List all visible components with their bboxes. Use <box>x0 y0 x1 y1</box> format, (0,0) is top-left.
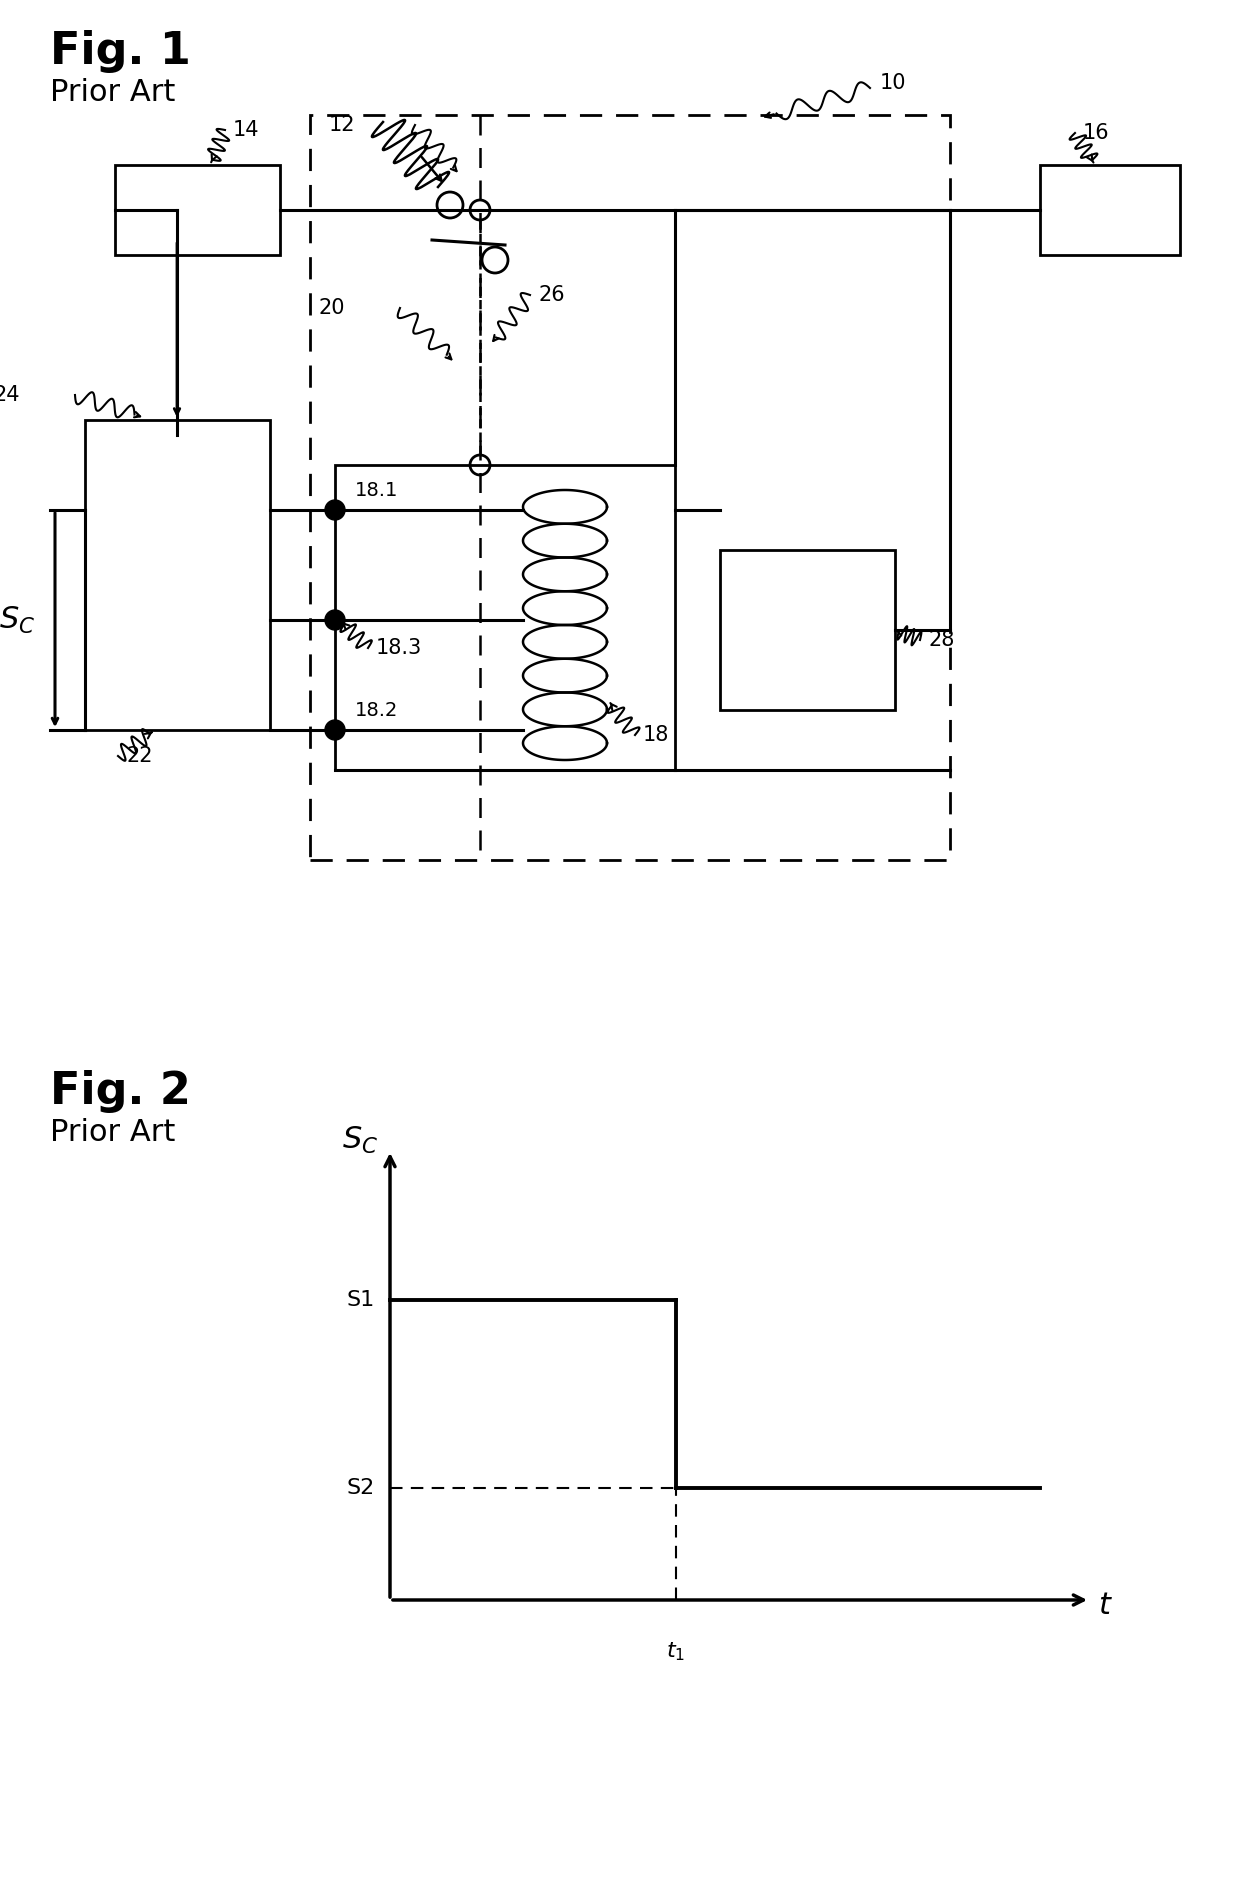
Text: 18.2: 18.2 <box>355 701 398 720</box>
Text: 28: 28 <box>928 630 955 650</box>
Bar <box>335 464 675 771</box>
Text: S1: S1 <box>347 1290 374 1310</box>
Text: 18: 18 <box>644 726 670 744</box>
Bar <box>310 115 950 859</box>
Text: $t$: $t$ <box>1097 1590 1112 1619</box>
Text: Fig. 1: Fig. 1 <box>50 30 191 73</box>
Text: 22: 22 <box>126 746 153 765</box>
Text: $S_C$: $S_C$ <box>342 1124 378 1156</box>
Circle shape <box>325 720 345 741</box>
Bar <box>720 551 895 711</box>
Text: 16: 16 <box>1083 122 1110 143</box>
Bar <box>1040 165 1180 256</box>
Text: Fig. 2: Fig. 2 <box>50 1070 191 1113</box>
Text: 18.1: 18.1 <box>355 481 398 500</box>
Text: 18.3: 18.3 <box>376 637 423 658</box>
Text: 10: 10 <box>880 73 906 92</box>
Text: 20: 20 <box>319 299 345 318</box>
Text: 24: 24 <box>0 385 20 404</box>
Text: Prior Art: Prior Art <box>50 1119 175 1147</box>
Text: $S_C$: $S_C$ <box>0 605 35 635</box>
Text: 12: 12 <box>329 115 355 135</box>
Text: Prior Art: Prior Art <box>50 77 175 107</box>
Circle shape <box>325 500 345 521</box>
Bar <box>115 165 280 256</box>
Text: 26: 26 <box>538 286 564 305</box>
Circle shape <box>325 609 345 630</box>
Bar <box>86 419 270 729</box>
Text: $t_1$: $t_1$ <box>666 1639 686 1662</box>
Text: 14: 14 <box>233 120 259 139</box>
Text: S2: S2 <box>347 1478 374 1498</box>
